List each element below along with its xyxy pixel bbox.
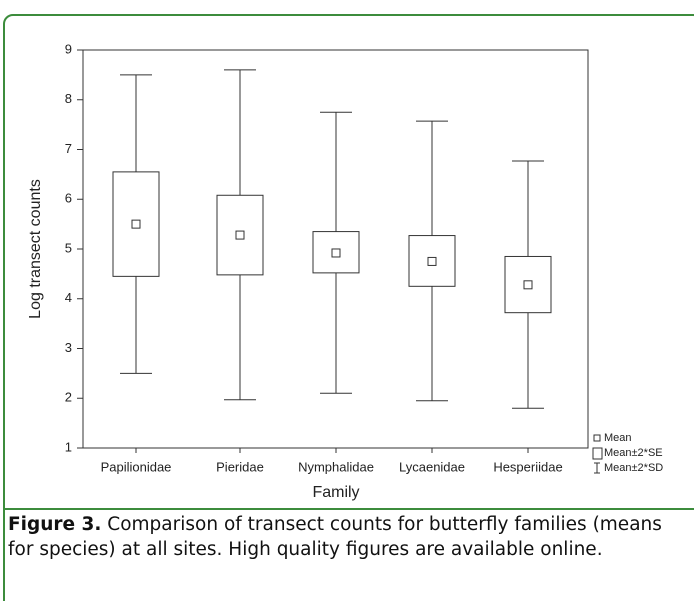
mean-marker (131, 219, 141, 229)
y-tick-label: 8 (65, 91, 72, 106)
y-tick-label: 5 (65, 240, 72, 255)
legend-mean-symbol (593, 434, 601, 442)
legend-label: Mean±2*SD (604, 462, 663, 474)
x-tick-label: Lycaenidae (399, 459, 465, 474)
y-tick-label: 2 (65, 390, 72, 405)
caption: Figure 3. Comparison of transect counts … (8, 512, 684, 562)
caption-text: Comparison of transect counts for butter… (8, 514, 662, 560)
x-tick-label: Papilionidae (101, 459, 172, 474)
x-tick-label: Hesperiidae (493, 459, 562, 474)
legend-se-symbol (592, 447, 603, 460)
y-tick-label: 1 (65, 439, 72, 454)
x-tick-label: Nymphalidae (298, 459, 374, 474)
y-tick-label: 4 (65, 290, 72, 305)
y-tick-label: 9 (65, 41, 72, 56)
mean-marker (331, 248, 341, 258)
caption-label: Figure 3. (8, 514, 102, 535)
x-axis-label: Family (312, 484, 359, 501)
caption-separator (3, 508, 694, 510)
y-tick-label: 3 (65, 340, 72, 355)
mean-marker (523, 280, 533, 290)
y-tick-label: 7 (65, 141, 72, 156)
legend-label: Mean±2*SE (604, 447, 663, 459)
y-tick-label: 6 (65, 191, 72, 206)
mean-marker (427, 256, 437, 266)
mean-marker (235, 230, 245, 240)
x-tick-label: Pieridae (216, 459, 264, 474)
figure-frame (3, 14, 694, 601)
chart: Log transect counts Family 1 2 3 4 5 6 7 8 9 Papi… (27, 41, 663, 501)
legend-label: Mean (604, 432, 632, 444)
y-axis-label: Log transect counts (27, 179, 44, 319)
